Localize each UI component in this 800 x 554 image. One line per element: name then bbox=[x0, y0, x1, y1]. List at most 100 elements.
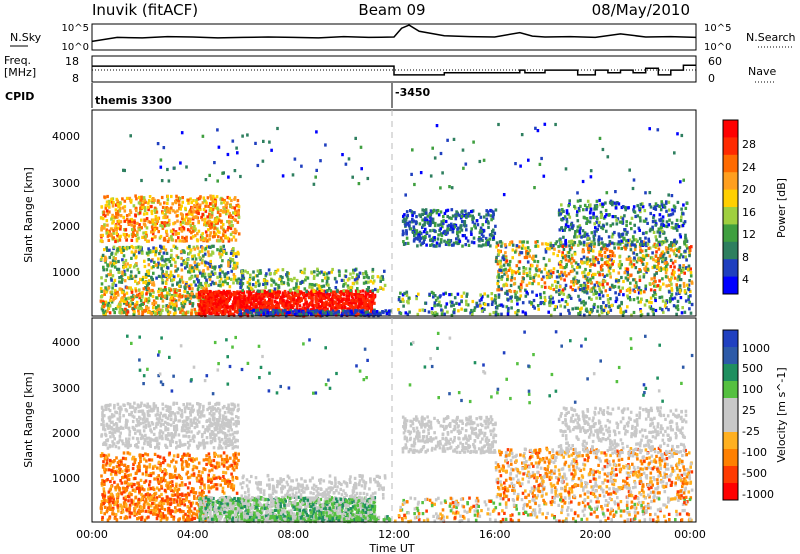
data-cell-1552 bbox=[190, 311, 193, 315]
data-cell-4649 bbox=[599, 203, 602, 207]
data-cell-3814 bbox=[579, 283, 582, 288]
data-cell-3913 bbox=[525, 255, 529, 260]
data-cell-3279 bbox=[341, 309, 345, 313]
data-cell-564 bbox=[232, 235, 236, 239]
data-cell-2578 bbox=[207, 297, 210, 301]
data-cell-4435 bbox=[582, 275, 585, 279]
data-cell-4676 bbox=[627, 206, 630, 210]
data-cell-4866 bbox=[667, 223, 670, 227]
data-cell-3439 bbox=[436, 237, 440, 241]
data-cell-3832 bbox=[632, 258, 636, 262]
data-cell-4771 bbox=[631, 235, 635, 239]
data-cell-3500 bbox=[487, 213, 490, 217]
data-cell-3542 bbox=[451, 230, 455, 234]
data-cell-3137 bbox=[300, 270, 304, 275]
data-cell-4564 bbox=[633, 223, 636, 227]
data-cell-4705 bbox=[595, 204, 599, 209]
data-cell-593 bbox=[180, 213, 184, 217]
data-cell-1535 bbox=[159, 288, 163, 292]
data-cell-3083 bbox=[318, 286, 321, 290]
data-cell-4133 bbox=[620, 246, 623, 251]
data-cell-4311 bbox=[563, 278, 566, 282]
data-cell-4306 bbox=[567, 259, 571, 263]
data-cell-698 bbox=[210, 197, 213, 201]
data-cell-2618 bbox=[333, 290, 336, 294]
data-cell-4070 bbox=[567, 240, 571, 244]
data-cell-680 bbox=[112, 201, 115, 205]
data-cell-2047 bbox=[368, 294, 371, 298]
data-cell-4402 bbox=[590, 262, 593, 266]
data-cell-4487 bbox=[584, 274, 587, 278]
data-cell-1508 bbox=[154, 301, 158, 305]
data-cell-4441 bbox=[688, 254, 691, 258]
data-cell-1221 bbox=[190, 308, 193, 312]
data-cell-3215 bbox=[301, 312, 305, 316]
data-cell-1160 bbox=[172, 244, 176, 248]
data-cell-194 bbox=[100, 225, 104, 230]
data-cell-1156 bbox=[170, 279, 174, 283]
freq-unit: [MHz] bbox=[4, 66, 36, 79]
data-cell-1854 bbox=[205, 298, 209, 302]
data-cell-781 bbox=[145, 274, 148, 278]
data-cell-1161 bbox=[229, 260, 232, 264]
data-cell-1172 bbox=[213, 271, 217, 275]
data-cell-784 bbox=[159, 249, 162, 253]
data-cell-1422 bbox=[175, 290, 178, 294]
data-cell-1140 bbox=[121, 270, 124, 274]
data-cell-3662 bbox=[417, 233, 421, 237]
data-cell-4417 bbox=[612, 285, 615, 289]
data-cell-4681 bbox=[662, 223, 665, 227]
data-cell-909 bbox=[149, 250, 153, 254]
data-cell-3373 bbox=[434, 221, 437, 226]
data-cell-1039 bbox=[189, 248, 193, 252]
data-cell-1496 bbox=[145, 298, 149, 302]
data-cell-2440 bbox=[259, 313, 263, 317]
data-cell-4519 bbox=[568, 244, 571, 248]
data-cell-774 bbox=[233, 261, 236, 265]
data-cell-4836 bbox=[597, 238, 600, 242]
data-cell-4539 bbox=[582, 208, 585, 212]
data-cell-222 bbox=[221, 223, 225, 227]
data-cell-1101 bbox=[219, 283, 222, 287]
data-cell-3775 bbox=[578, 288, 582, 292]
data-cell-1572 bbox=[147, 296, 151, 301]
data-cell-1415 bbox=[155, 311, 159, 315]
data-cell-3177 bbox=[294, 308, 297, 313]
data-cell-1068 bbox=[157, 274, 161, 278]
data-cell-694 bbox=[106, 223, 109, 227]
data-cell-2807 bbox=[202, 311, 206, 315]
data-cell-3060 bbox=[326, 289, 329, 293]
data-cell-4603 bbox=[652, 216, 655, 220]
data-cell-1505 bbox=[175, 288, 179, 293]
data-cell-4141 bbox=[640, 249, 644, 253]
data-cell-98 bbox=[132, 231, 135, 235]
data-cell-2315 bbox=[224, 298, 228, 302]
data-cell-3280 bbox=[266, 308, 269, 312]
data-cell-576 bbox=[185, 239, 188, 243]
data-cell-4372 bbox=[583, 261, 586, 265]
data-cell-1504 bbox=[145, 292, 148, 296]
data-cell-4255 bbox=[608, 254, 612, 258]
data-cell-926 bbox=[145, 269, 149, 273]
data-cell-34 bbox=[111, 197, 115, 201]
data-cell-3892 bbox=[564, 258, 568, 262]
data-cell-4718 bbox=[672, 204, 676, 208]
data-cell-4058 bbox=[654, 279, 657, 284]
data-cell-2786 bbox=[360, 300, 363, 304]
data-cell-1057 bbox=[122, 265, 125, 270]
data-cell-4429 bbox=[669, 278, 672, 282]
data-cell-3570 bbox=[429, 221, 432, 225]
data-cell-1433 bbox=[112, 308, 115, 312]
data-cell-4571 bbox=[560, 203, 563, 207]
data-cell-3463 bbox=[436, 209, 440, 213]
data-cell-441 bbox=[114, 208, 118, 212]
data-cell-4893 bbox=[632, 209, 636, 213]
data-cell-1154 bbox=[122, 261, 125, 265]
data-cell-4481 bbox=[639, 289, 642, 293]
data-cell-4319 bbox=[572, 283, 576, 287]
data-cell-4282 bbox=[665, 260, 668, 265]
data-cell-3025 bbox=[264, 274, 268, 278]
data-cell-4897 bbox=[572, 224, 575, 228]
data-cell-1087 bbox=[222, 250, 226, 254]
data-cell-1588 bbox=[147, 286, 150, 290]
